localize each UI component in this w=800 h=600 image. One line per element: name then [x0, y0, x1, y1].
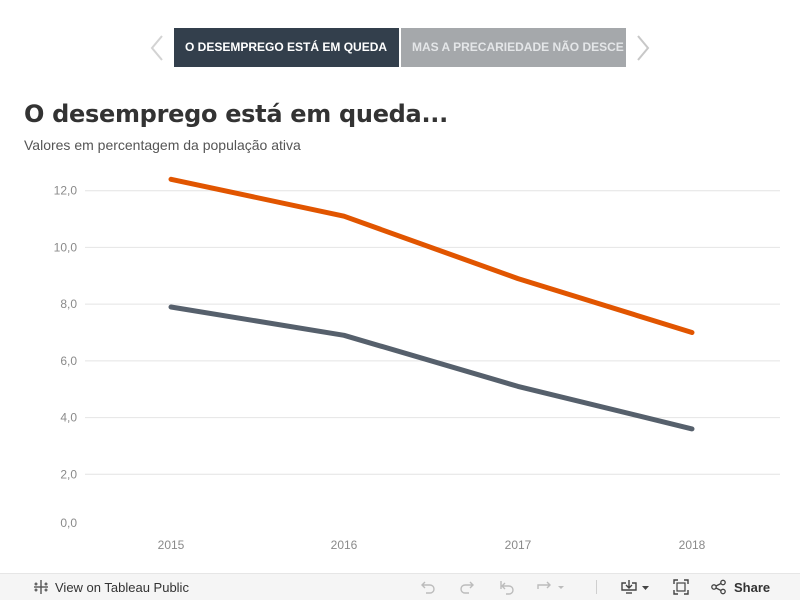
share-button[interactable]: Share [710, 579, 770, 595]
refresh-icon [537, 581, 551, 589]
refresh-button[interactable] [536, 579, 568, 595]
y-tick-label: 4,0 [60, 411, 77, 425]
y-tick-label: 0,0 [60, 516, 77, 530]
series-line-1 [168, 176, 695, 335]
story-tab-1[interactable]: O DESEMPREGO ESTÁ EM QUEDA [174, 28, 399, 67]
toolbar-divider [596, 580, 597, 594]
view-on-tableau-link[interactable]: View on Tableau Public [33, 579, 189, 595]
share-icon [711, 579, 726, 595]
story-navigator: O DESEMPREGO ESTÁ EM QUEDA MAS A PRECARI… [0, 0, 800, 80]
caret-down-icon [558, 586, 564, 589]
x-tick-label: 2017 [505, 538, 532, 552]
caret-down-icon [642, 586, 649, 590]
y-tick-label: 2,0 [60, 467, 77, 481]
y-tick-label: 10,0 [54, 240, 78, 254]
y-tick-label: 12,0 [54, 184, 78, 198]
story-tab-2[interactable]: MAS A PRECARIEDADE NÃO DESCE [401, 28, 626, 67]
tableau-icon [34, 580, 48, 594]
revert-icon[interactable] [498, 579, 516, 595]
chart-subtitle: Valores em percentagem da população ativ… [24, 137, 301, 153]
share-label: Share [734, 579, 771, 595]
chart-title: O desemprego está em queda... [24, 100, 448, 128]
view-on-tableau-label: View on Tableau Public [55, 579, 189, 595]
y-tick-label: 6,0 [60, 354, 77, 368]
toolbar: View on Tableau Public [0, 573, 800, 600]
x-tick-label: 2016 [331, 538, 358, 552]
redo-icon[interactable] [458, 579, 476, 595]
y-tick-label: 8,0 [60, 297, 77, 311]
x-tick-label: 2015 [158, 538, 185, 552]
download-icon [621, 580, 637, 594]
series-line-2 [168, 304, 695, 432]
undo-icon[interactable] [419, 579, 437, 595]
chevron-left-icon[interactable] [142, 30, 170, 66]
download-button[interactable] [620, 579, 652, 595]
line-chart: 0,0 2,0 4,0 6,0 8,0 10,0 12,0 2015 2016 2017 2018 [54, 176, 780, 552]
x-tick-label: 2018 [679, 538, 706, 552]
chevron-right-icon[interactable] [630, 30, 658, 66]
fullscreen-icon[interactable] [672, 579, 690, 595]
